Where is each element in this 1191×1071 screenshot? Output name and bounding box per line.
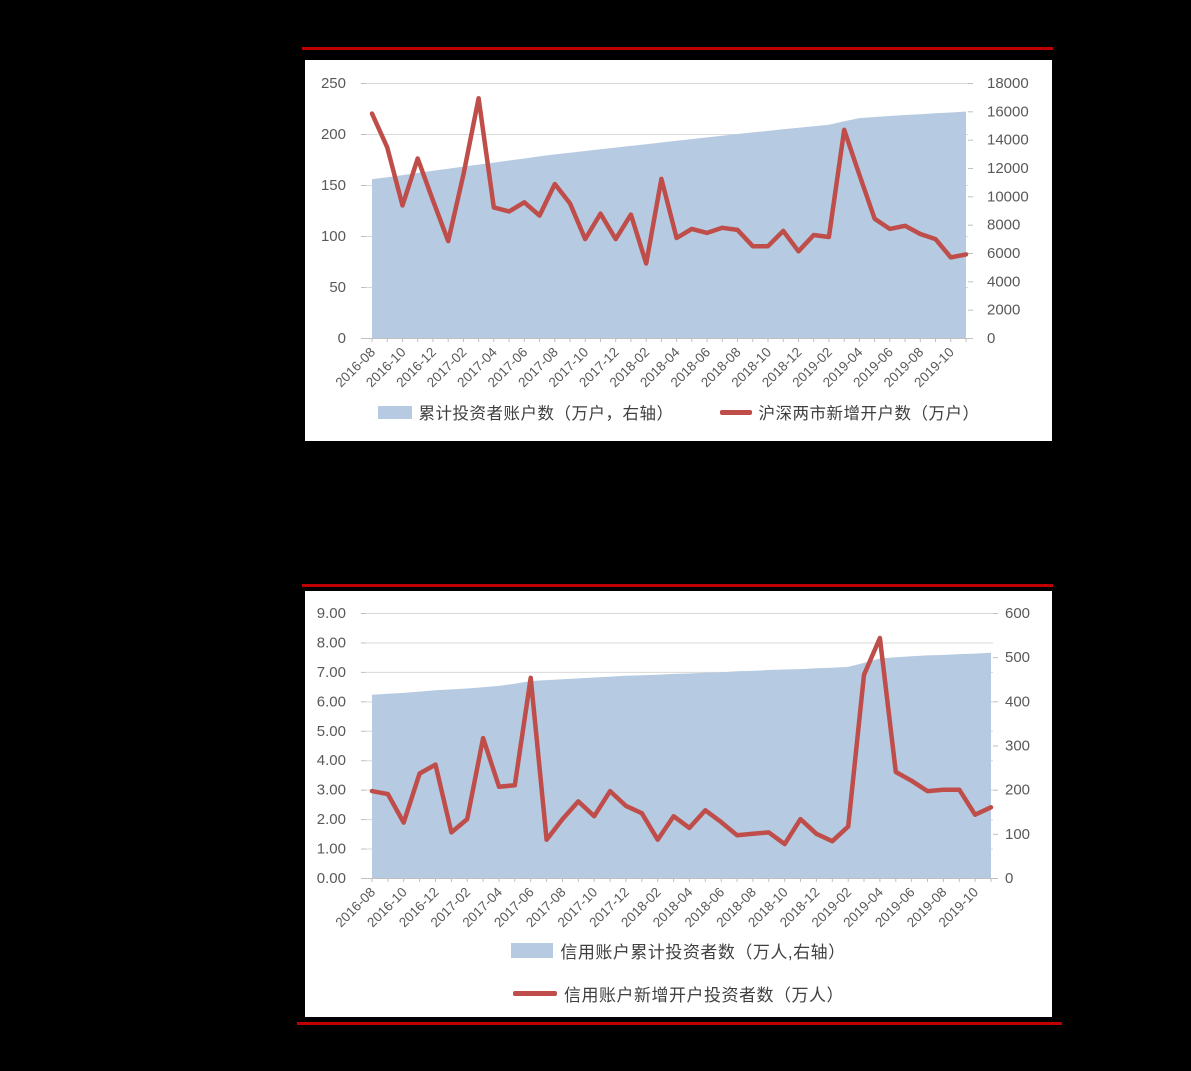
left-axis-label: 50 bbox=[329, 279, 346, 296]
red-divider-top bbox=[302, 47, 1053, 50]
right-axis-label: 500 bbox=[1005, 649, 1030, 666]
right-axis-label: 6000 bbox=[987, 245, 1020, 262]
right-axis-label: 200 bbox=[1005, 782, 1030, 799]
right-axis-label: 400 bbox=[1005, 693, 1030, 710]
red-divider-bottom bbox=[297, 1022, 1062, 1025]
right-axis-label: 2000 bbox=[987, 302, 1020, 319]
line-series bbox=[369, 96, 969, 266]
left-axis-label: 7.00 bbox=[317, 664, 346, 681]
left-axis-label: 8.00 bbox=[317, 634, 346, 651]
right-axis-label: 100 bbox=[1005, 826, 1030, 843]
top-chart-plot: 250 200 150 100 50 0 18000 16000 14000 12000 10000… bbox=[321, 75, 1029, 390]
right-axis-label: 0 bbox=[1005, 870, 1013, 887]
bottom-chart-legend-row1: 信用账户累计投资者数（万人,右轴） bbox=[305, 938, 1052, 963]
legend-label: 沪深两市新增开户数（万户） bbox=[758, 405, 980, 423]
left-axis-label: 5.00 bbox=[317, 723, 346, 740]
legend-label: 信用账户累计投资者数（万人,右轴） bbox=[560, 943, 846, 962]
line-swatch-icon bbox=[513, 991, 557, 996]
left-axis-label: 9.00 bbox=[317, 605, 346, 622]
legend-label: 累计投资者账户数（万户，右轴） bbox=[418, 405, 674, 423]
right-axis-label: 8000 bbox=[987, 217, 1020, 234]
top-chart-panel: 250 200 150 100 50 0 18000 16000 14000 12000 10000… bbox=[305, 60, 1052, 441]
right-axis-label: 600 bbox=[1005, 605, 1030, 622]
right-axis-label: 300 bbox=[1005, 738, 1030, 755]
left-axis-label: 250 bbox=[321, 75, 346, 92]
left-axis-label: 3.00 bbox=[317, 782, 346, 799]
right-axis-label: 0 bbox=[987, 330, 995, 347]
bottom-chart-legend-row2: 信用账户新增开户投资者数（万人） bbox=[305, 981, 1052, 1006]
left-axis-label: 0 bbox=[338, 330, 346, 347]
right-axis-label: 18000 bbox=[987, 75, 1029, 92]
area-swatch-icon bbox=[511, 943, 554, 958]
legend-item-credit-cumulative: 信用账户累计投资者数（万人,右轴） bbox=[511, 938, 845, 963]
line-swatch-icon bbox=[719, 409, 752, 415]
line-series bbox=[369, 635, 994, 847]
right-axis-label: 10000 bbox=[987, 188, 1029, 205]
left-axis-label: 1.00 bbox=[317, 841, 346, 858]
legend-label: 信用账户新增开户投资者数（万人） bbox=[564, 986, 844, 1005]
right-axis-label: 4000 bbox=[987, 273, 1020, 290]
left-axis-label: 2.00 bbox=[317, 811, 346, 828]
left-axis-label: 4.00 bbox=[317, 752, 346, 769]
left-axis-label: 100 bbox=[321, 228, 346, 245]
legend-item-credit-new: 信用账户新增开户投资者数（万人） bbox=[513, 981, 844, 1006]
bottom-chart-plot: 9.00 8.00 7.00 6.00 5.00 4.00 3.00 2.00 1.00 0.00… bbox=[317, 605, 1030, 930]
legend-item-new-accounts: 沪深两市新增开户数（万户） bbox=[719, 400, 980, 424]
legend-item-cumulative-accounts: 累计投资者账户数（万户，右轴） bbox=[377, 400, 674, 424]
right-axis-label: 12000 bbox=[987, 160, 1029, 177]
area-swatch-icon bbox=[377, 405, 412, 419]
left-axis-label: 0.00 bbox=[317, 870, 346, 887]
left-axis-label: 200 bbox=[321, 126, 346, 143]
left-axis-label: 6.00 bbox=[317, 693, 346, 710]
right-axis-label: 16000 bbox=[987, 103, 1029, 120]
bottom-chart-panel: 9.00 8.00 7.00 6.00 5.00 4.00 3.00 2.00 1.00 0.00… bbox=[305, 591, 1052, 1017]
red-divider-middle bbox=[302, 584, 1053, 587]
area-series bbox=[372, 652, 991, 878]
right-axis-label: 14000 bbox=[987, 132, 1029, 149]
area-series bbox=[372, 111, 966, 338]
left-axis-label: 150 bbox=[321, 177, 346, 194]
top-chart-legend: 累计投资者账户数（万户，右轴） 沪深两市新增开户数（万户） bbox=[305, 400, 1052, 424]
